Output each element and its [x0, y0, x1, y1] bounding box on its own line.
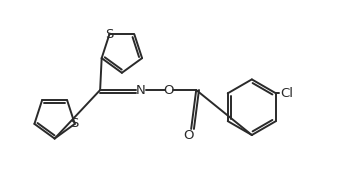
- Text: Cl: Cl: [280, 87, 293, 100]
- Text: N: N: [136, 84, 146, 96]
- Text: O: O: [184, 129, 194, 142]
- Text: S: S: [71, 117, 79, 130]
- Text: S: S: [105, 28, 114, 41]
- Text: O: O: [164, 84, 174, 96]
